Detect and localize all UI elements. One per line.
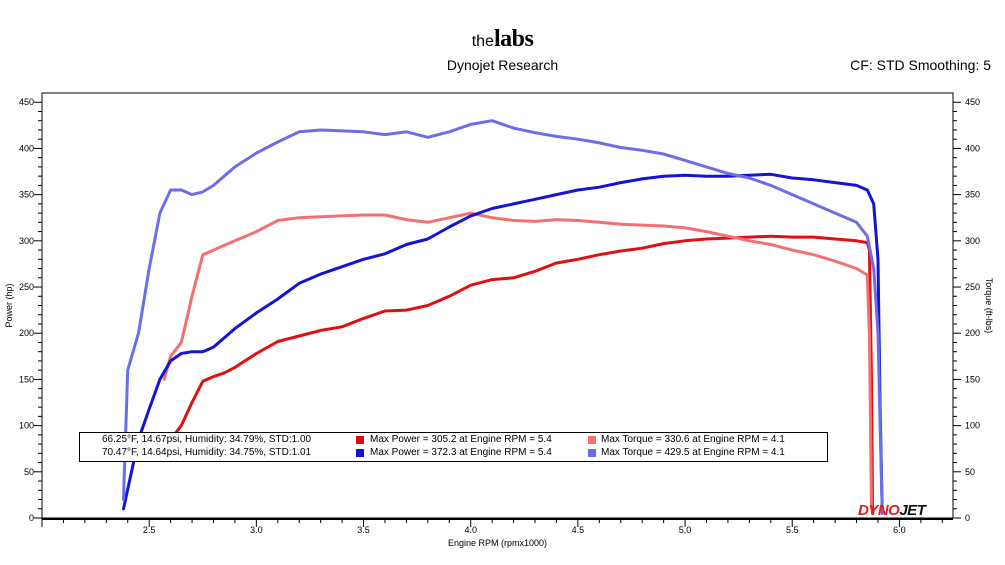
chart-subtitle: Dynojet Research (446, 57, 559, 73)
legend-swatch-power-1 (356, 436, 364, 444)
series-line-2 (162, 211, 873, 511)
legend: 66.25°F, 14.67psi, Humidity: 34.79%, STD… (79, 432, 828, 462)
dynojet-logo: DYNOJET (858, 502, 926, 519)
y2-tick-label: 250 (965, 282, 980, 292)
y2-tick-label: 50 (965, 467, 975, 477)
legend-row: 66.25°F, 14.67psi, Humidity: 34.79%, STD… (80, 434, 827, 447)
x-tick-label: 5.5 (786, 525, 799, 535)
y2-tick-label: 300 (965, 236, 980, 246)
logo-part-1: DYNO (858, 502, 900, 519)
y2-axis-label: Torque (ft-lbs) (984, 278, 994, 334)
brand-small: the (471, 33, 494, 50)
y-tick-label: 0 (29, 513, 34, 523)
y2-tick-label: 350 (965, 190, 980, 200)
y-tick-label: 300 (19, 236, 34, 246)
legend-torque: Max Torque = 429.5 at Engine RPM = 4.1 (601, 447, 785, 458)
legend-swatch-power-2 (356, 449, 364, 457)
y-tick-label: 350 (19, 190, 34, 200)
x-tick-label: 4.0 (464, 525, 477, 535)
x-tick-label: 4.5 (572, 525, 585, 535)
correction-factor: CF: STD Smoothing: 5 (850, 57, 991, 73)
y2-tick-label: 100 (965, 421, 980, 431)
y-tick-label: 100 (19, 421, 34, 431)
series-line-3 (122, 172, 884, 515)
x-tick-label: 2.5 (143, 525, 156, 535)
y2-tick-label: 400 (965, 143, 980, 153)
legend-row: 70.47°F, 14.64psi, Humidity: 34.75%, STD… (80, 447, 827, 460)
x-tick-label: 6.0 (893, 525, 906, 535)
legend-power: Max Power = 305.2 at Engine RPM = 5.4 (370, 434, 552, 445)
x-axis-label: Engine RPM (rpmx1000) (448, 538, 547, 548)
y2-tick-label: 0 (965, 513, 970, 523)
x-tick-label: 3.5 (357, 525, 370, 535)
y2-tick-label: 450 (965, 97, 980, 107)
y-tick-label: 450 (19, 97, 34, 107)
y2-tick-label: 200 (965, 328, 980, 338)
legend-power: Max Power = 372.3 at Engine RPM = 5.4 (370, 447, 552, 458)
logo-part-2: JET (899, 502, 926, 519)
y-tick-label: 400 (19, 143, 34, 153)
y-tick-label: 50 (24, 467, 34, 477)
legend-swatch-torque-2 (588, 449, 596, 457)
y-tick-label: 250 (19, 282, 34, 292)
y-tick-label: 200 (19, 328, 34, 338)
x-tick-label: 3.0 (250, 525, 263, 535)
y-tick-label: 150 (19, 374, 34, 384)
y-axis-label: Power (hp) (4, 283, 14, 327)
legend-swatch-torque-1 (588, 436, 596, 444)
series-line-4 (122, 119, 884, 515)
y2-tick-label: 150 (965, 374, 980, 384)
legend-conditions: 70.47°F, 14.64psi, Humidity: 34.75%, STD… (102, 447, 312, 458)
legend-conditions: 66.25°F, 14.67psi, Humidity: 34.79%, STD… (102, 434, 312, 445)
brand-big: labs (493, 26, 534, 52)
brand-title: thelabs (0, 26, 1005, 53)
x-tick-label: 5.0 (679, 525, 692, 535)
legend-torque: Max Torque = 330.6 at Engine RPM = 4.1 (601, 434, 785, 445)
series-line-1 (162, 234, 875, 515)
